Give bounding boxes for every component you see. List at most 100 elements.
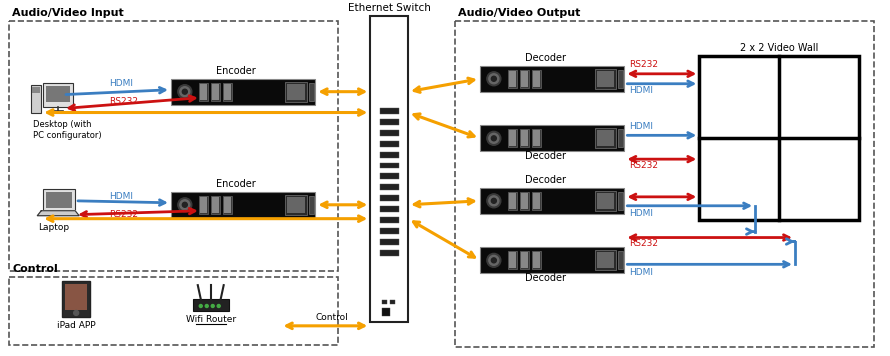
Bar bbox=[199, 197, 206, 213]
Bar bbox=[508, 251, 517, 269]
Text: Decoder: Decoder bbox=[525, 273, 566, 283]
Text: RS232: RS232 bbox=[109, 97, 138, 106]
Bar bbox=[380, 173, 399, 179]
Circle shape bbox=[489, 134, 498, 143]
Text: Ethernet Switch: Ethernet Switch bbox=[348, 3, 431, 13]
Bar bbox=[382, 300, 386, 304]
Bar bbox=[171, 192, 315, 218]
Circle shape bbox=[489, 74, 498, 84]
Text: Encoder: Encoder bbox=[215, 66, 255, 76]
Bar bbox=[222, 83, 231, 101]
Bar bbox=[596, 252, 614, 268]
Bar bbox=[595, 250, 617, 270]
Bar bbox=[533, 193, 539, 209]
Text: HDMI: HDMI bbox=[629, 209, 653, 218]
Bar bbox=[533, 71, 539, 87]
Text: HDMI: HDMI bbox=[629, 122, 653, 131]
Bar bbox=[380, 250, 399, 256]
Text: HDMI: HDMI bbox=[629, 86, 653, 95]
Text: Audio/Video Input: Audio/Video Input bbox=[12, 8, 124, 18]
Bar bbox=[223, 84, 231, 100]
Text: Control: Control bbox=[12, 264, 58, 274]
Bar bbox=[520, 129, 529, 147]
Circle shape bbox=[487, 72, 501, 86]
Bar bbox=[596, 130, 614, 146]
Bar bbox=[521, 252, 528, 268]
Text: iPad APP: iPad APP bbox=[57, 321, 95, 330]
Text: Desktop (with
PC configurator): Desktop (with PC configurator) bbox=[33, 120, 102, 140]
Bar bbox=[531, 192, 541, 210]
Circle shape bbox=[206, 304, 208, 308]
Bar bbox=[480, 125, 625, 151]
Text: RS232: RS232 bbox=[109, 210, 138, 219]
Circle shape bbox=[182, 89, 187, 94]
Bar bbox=[509, 193, 516, 209]
Bar bbox=[595, 191, 617, 211]
Bar bbox=[193, 299, 229, 311]
Circle shape bbox=[217, 304, 220, 308]
Circle shape bbox=[491, 258, 497, 263]
Bar bbox=[596, 193, 614, 209]
Bar bbox=[533, 252, 539, 268]
Bar bbox=[508, 129, 517, 147]
Bar bbox=[508, 192, 517, 210]
Bar bbox=[619, 70, 623, 88]
Text: Decoder: Decoder bbox=[525, 175, 566, 185]
Circle shape bbox=[489, 196, 498, 206]
Bar bbox=[595, 129, 617, 148]
Bar bbox=[32, 87, 40, 93]
Bar bbox=[380, 195, 399, 201]
Text: Wifi Router: Wifi Router bbox=[186, 315, 236, 324]
Text: RS232: RS232 bbox=[629, 161, 659, 169]
Bar bbox=[65, 284, 87, 310]
Bar bbox=[531, 251, 541, 269]
Bar bbox=[390, 300, 394, 304]
Bar bbox=[509, 71, 516, 87]
Bar bbox=[211, 196, 220, 214]
Bar bbox=[520, 251, 529, 269]
Bar bbox=[533, 130, 539, 146]
Bar bbox=[521, 130, 528, 146]
Bar bbox=[380, 108, 399, 114]
Circle shape bbox=[199, 304, 202, 308]
Bar bbox=[44, 189, 75, 211]
Polygon shape bbox=[37, 211, 79, 216]
Bar bbox=[521, 193, 528, 209]
Text: HDMI: HDMI bbox=[109, 79, 133, 88]
Bar bbox=[198, 196, 207, 214]
Bar bbox=[595, 69, 617, 89]
Bar bbox=[380, 184, 399, 190]
Bar bbox=[287, 197, 305, 213]
Bar bbox=[211, 83, 220, 101]
Bar bbox=[521, 71, 528, 87]
Bar bbox=[508, 70, 517, 88]
Bar bbox=[310, 83, 314, 101]
Bar bbox=[380, 206, 399, 212]
Bar bbox=[480, 247, 625, 273]
Bar bbox=[520, 70, 529, 88]
Bar bbox=[380, 217, 399, 223]
Circle shape bbox=[491, 136, 497, 141]
Circle shape bbox=[491, 198, 497, 203]
Bar bbox=[380, 239, 399, 245]
Text: Laptop: Laptop bbox=[37, 222, 69, 232]
Bar bbox=[380, 141, 399, 147]
Circle shape bbox=[487, 131, 501, 145]
Bar bbox=[10, 21, 338, 271]
Text: 2 x 2 Video Wall: 2 x 2 Video Wall bbox=[740, 43, 818, 53]
Bar bbox=[480, 66, 625, 92]
Circle shape bbox=[178, 85, 191, 99]
Bar bbox=[509, 252, 516, 268]
Bar bbox=[223, 197, 231, 213]
Bar bbox=[380, 119, 399, 125]
Text: Encoder: Encoder bbox=[215, 179, 255, 189]
Bar bbox=[382, 308, 390, 316]
Text: RS232: RS232 bbox=[629, 61, 659, 69]
Bar bbox=[596, 71, 614, 87]
Bar bbox=[370, 16, 409, 322]
Circle shape bbox=[178, 198, 191, 212]
Text: Decoder: Decoder bbox=[525, 53, 566, 63]
Text: Audio/Video Output: Audio/Video Output bbox=[458, 8, 580, 18]
Circle shape bbox=[491, 76, 497, 81]
Text: Decoder: Decoder bbox=[525, 151, 566, 161]
